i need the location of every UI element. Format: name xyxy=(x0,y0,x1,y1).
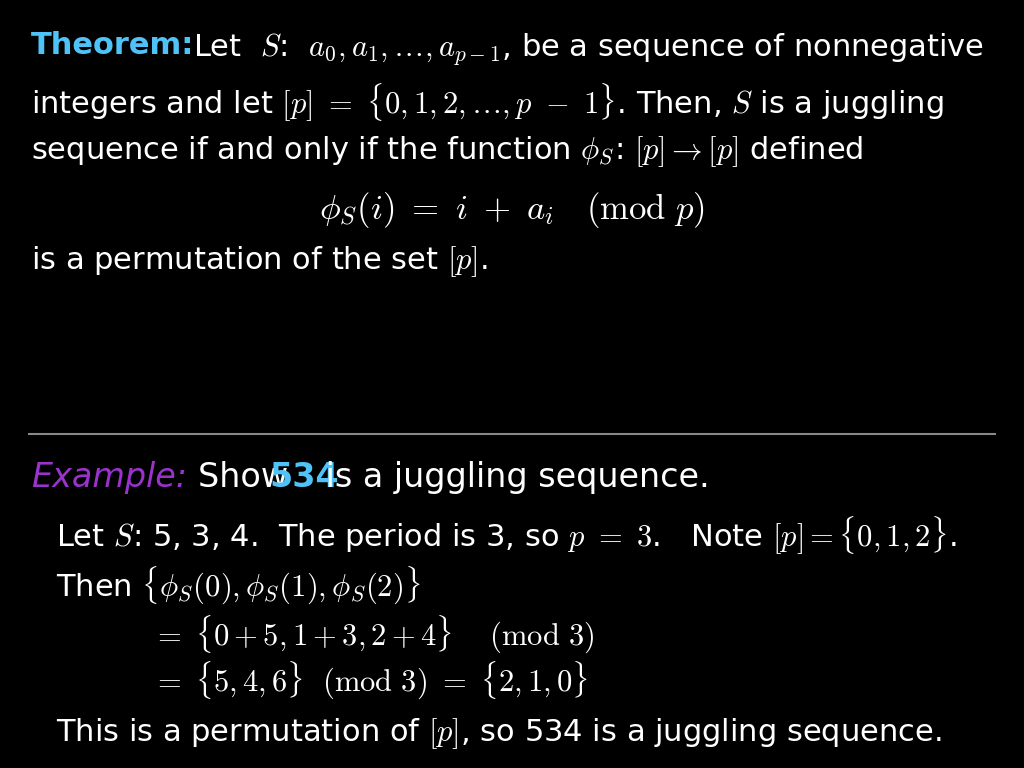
Text: Example:: Example: xyxy=(31,461,186,494)
Text: is a juggling sequence.: is a juggling sequence. xyxy=(315,461,710,494)
Text: integers and let $[p]\ =\ \{0, 1, 2, \ldots, p\ -\ 1\}$. Then, $S$ is a juggling: integers and let $[p]\ =\ \{0, 1, 2, \ld… xyxy=(31,82,943,124)
Text: $=\ \{0 + 5, 1 + 3, 2 + 4\}\ \ \ \ \mathrm{(mod\ 3)}$: $=\ \{0 + 5, 1 + 3, 2 + 4\}\ \ \ \ \math… xyxy=(152,613,594,654)
Text: sequence if and only if the function $\phi_S$: $[p] \rightarrow [p]$ defined: sequence if and only if the function $\p… xyxy=(31,134,863,168)
Text: This is a permutation of $[p]$, so 534 is a juggling sequence.: This is a permutation of $[p]$, so 534 i… xyxy=(56,716,942,750)
Text: Let $S$: 5, 3, 4.  The period is 3, so $p\ =\ 3$.   Note $[p] = \{0,1,2\}$.: Let $S$: 5, 3, 4. The period is 3, so $p… xyxy=(56,515,956,557)
Text: is a permutation of the set $[p]$.: is a permutation of the set $[p]$. xyxy=(31,244,487,279)
Text: $\phi_S(i)\ =\ i\ +\ a_i\ \ \ \mathrm{(mod}\ p\mathrm{)}$: $\phi_S(i)\ =\ i\ +\ a_i\ \ \ \mathrm{(m… xyxy=(319,190,705,230)
Text: $=\ \{5, 4, 6\}\ \ \mathrm{(mod\ 3)}\ =\ \{2, 1, 0\}$: $=\ \{5, 4, 6\}\ \ \mathrm{(mod\ 3)}\ =\… xyxy=(152,659,588,700)
Text: Then $\{\phi_S(0), \phi_S(1), \phi_S(2)\}$: Then $\{\phi_S(0), \phi_S(1), \phi_S(2)\… xyxy=(56,564,421,606)
Text: Show: Show xyxy=(198,461,298,494)
Text: Theorem:: Theorem: xyxy=(31,31,195,60)
Text: Let  $S$:  $a_0, a_1, \ldots, a_{p-1}$, be a sequence of nonnegative: Let $S$: $a_0, a_1, \ldots, a_{p-1}$, be… xyxy=(193,31,984,67)
Text: 534: 534 xyxy=(269,461,339,494)
